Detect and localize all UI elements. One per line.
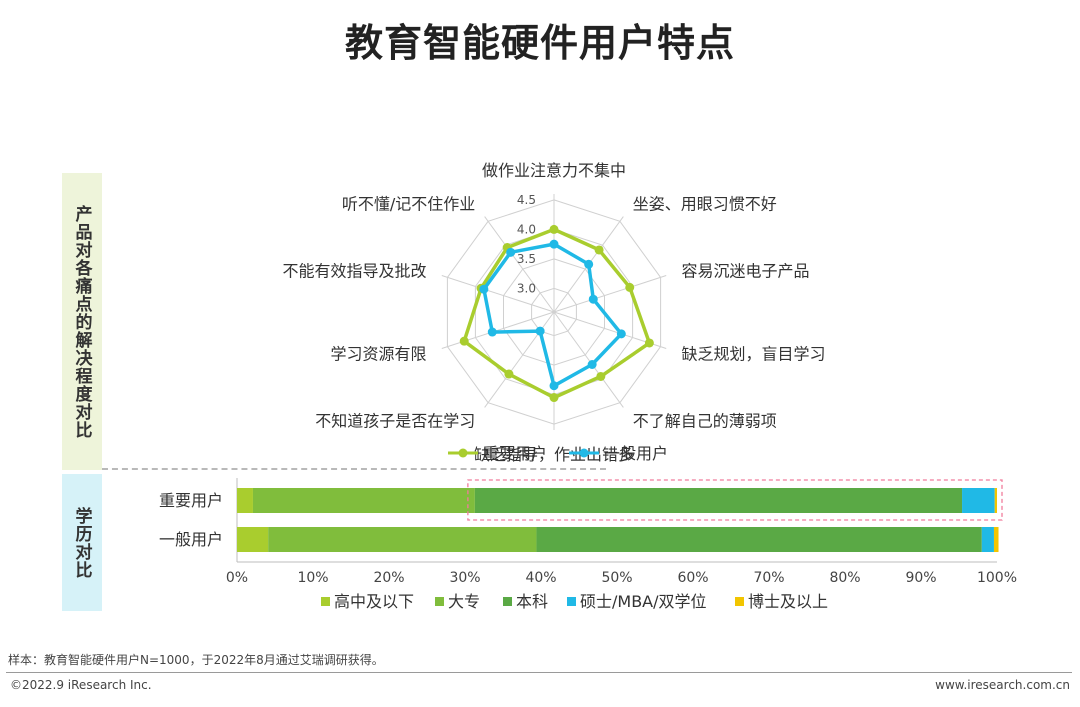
bar-segment [981,527,994,552]
section-divider [102,468,606,470]
radar-point-general [587,360,597,370]
copyright: ©2022.9 iResearch Inc. [10,678,152,692]
radar-spoke [553,311,624,408]
bar-legend-label: 大专 [448,592,480,611]
side-label-pain-points: 产品对各痛点的解决程度对比 [62,173,102,470]
side-label-education: 学历对比 [62,474,102,611]
bar-x-tick-label: 90% [905,570,936,586]
bar-x-tick-label: 20% [373,570,404,586]
radar-legend-label: 重要用户 [483,444,547,463]
bar-x-tick-label: 80% [829,570,860,586]
bar-legend-swatch [321,597,330,606]
radar-point-general [584,259,594,269]
bar-legend-label: 高中及以下 [334,592,414,611]
website: www.iresearch.com.cn [935,678,1070,692]
bar-x-tick-label: 60% [677,570,708,586]
radar-point-important [459,336,469,346]
radar-point-important [596,371,606,381]
bar-x-tick-label: 70% [753,570,784,586]
radar-axis-label: 缺乏规划，盲目学习 [681,344,825,363]
radar-point-general [479,284,489,294]
bar-legend-label: 硕士/MBA/双学位 [580,592,707,611]
radar-axis-label: 缺乏指导，作业出错多 [474,445,634,464]
footer-divider [6,672,1072,673]
radar-tick-label: 4.5 [517,193,536,207]
bar-x-tick-label: 10% [297,570,328,586]
bar-segment [962,488,995,513]
radar-legend-marker [579,448,589,458]
radar-point-general [616,329,626,339]
radar-axis-label: 坐姿、用眼习惯不好 [633,195,777,214]
bar-legend-swatch [735,597,744,606]
radar-axis-label: 不知道孩子是否在学习 [315,411,475,430]
bar-segment [993,527,999,552]
bar-legend-label: 博士及以上 [748,592,828,611]
bar-category-label: 重要用户 [159,491,223,510]
radar-axis-label: 不了解自己的薄弱项 [633,411,777,430]
bar-x-tick-label: 30% [449,570,480,586]
radar-point-general [506,247,516,257]
bar-legend-swatch [567,597,576,606]
radar-spoke [441,275,555,313]
bar-legend-swatch [435,597,444,606]
radar-spoke [553,275,667,313]
side-label-pain-points-text: 产品对各痛点的解决程度对比 [71,204,92,439]
bar-segment [474,488,963,513]
bar-x-tick-label: 0% [226,570,248,586]
bar-segment [536,527,982,552]
bar-segment [237,488,253,513]
radar-axis-label: 做作业注意力不集中 [482,161,626,180]
radar-point-general [549,239,559,249]
highlight-box [467,479,1003,521]
page-title: 教育智能硬件用户特点 [344,21,735,65]
radar-series-important [462,227,652,400]
radar-axis-label: 不能有效指导及批改 [283,262,427,281]
side-label-education-text: 学历对比 [71,506,92,579]
radar-point-important [644,338,654,348]
bar-segment [268,527,537,552]
radar-axis-label: 学习资源有限 [331,344,427,363]
bar-x-tick-label: 50% [601,570,632,586]
radar-tick-label: 3.0 [517,281,536,295]
bar-category-label: 一般用户 [159,530,223,549]
bar-segment [994,488,997,513]
radar-point-important [504,369,514,379]
radar-point-general [535,326,545,336]
bar-segment [252,488,475,513]
radar-point-important [625,282,635,292]
bar-legend-label: 本科 [516,592,548,611]
radar-point-important [594,245,604,255]
bar-legend-swatch [503,597,512,606]
bar-segment [237,527,269,552]
bar-x-tick-label: 100% [977,570,1017,586]
radar-tick-label: 4.0 [517,222,536,236]
radar-spoke [484,216,555,313]
radar-tick-label: 3.5 [517,252,536,266]
sample-note: 样本：教育智能硬件用户N=1000，于2022年8月通过艾瑞调研获得。 [8,653,384,667]
radar-legend-label: 一般用户 [604,444,668,463]
radar-point-general [549,381,559,391]
bar-x-tick-label: 40% [525,570,556,586]
radar-point-general [588,294,598,304]
radar-point-important [549,224,559,234]
radar-axis-label: 容易沉迷电子产品 [681,262,809,281]
radar-point-important [549,393,559,403]
radar-axis-label: 听不懂/记不住作业 [342,195,475,214]
radar-legend-marker [458,448,468,458]
radar-point-general [487,327,497,337]
